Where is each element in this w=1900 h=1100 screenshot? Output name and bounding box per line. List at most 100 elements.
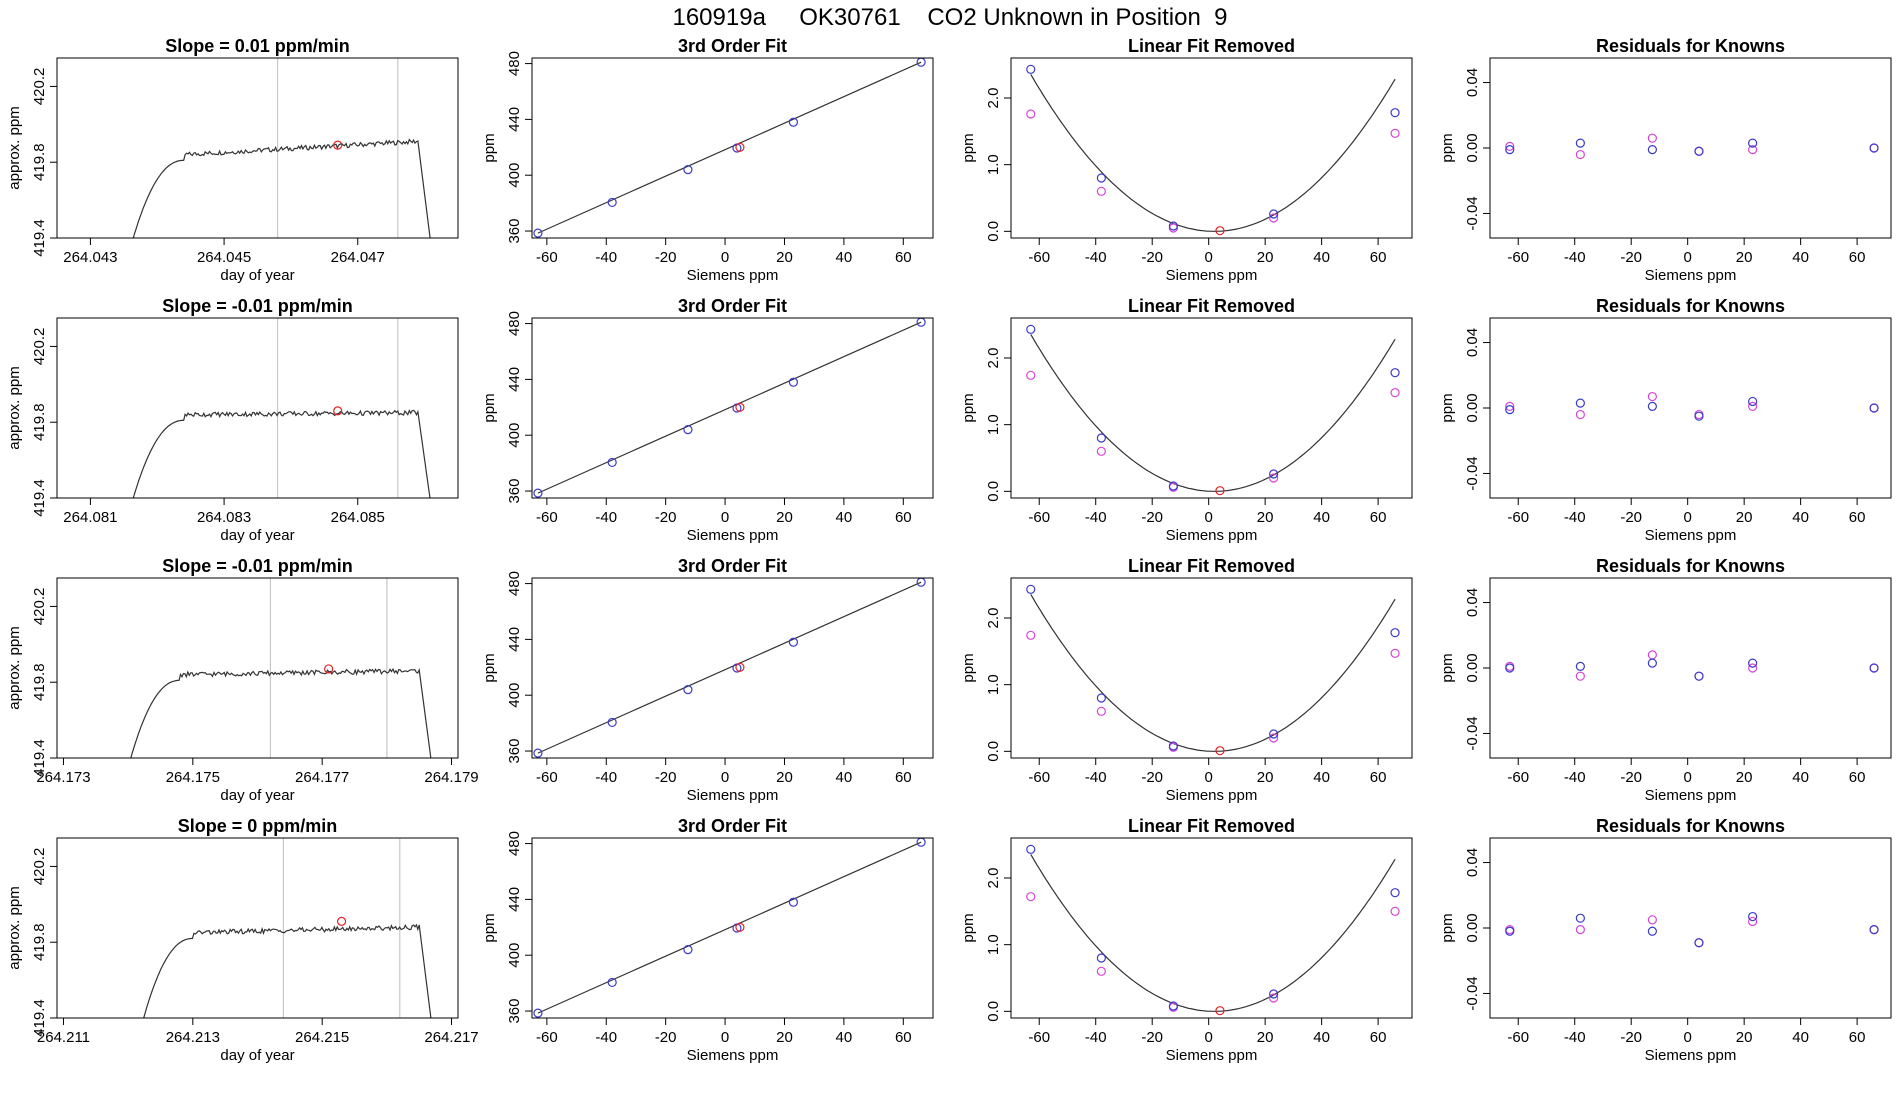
x-tick-label: -60 xyxy=(1507,769,1529,786)
y-tick-label: 400 xyxy=(506,943,523,968)
y-tick-label: -0.04 xyxy=(1464,976,1481,1010)
known-point-blue xyxy=(1026,844,1036,854)
plot-area xyxy=(533,578,926,758)
y-tick-label: 0.0 xyxy=(985,481,1002,502)
plot-area xyxy=(1026,64,1400,236)
x-axis-label: Siemens ppm xyxy=(1645,787,1737,804)
y-axis-label: ppm xyxy=(960,653,977,682)
x-tick-label: 40 xyxy=(836,509,853,526)
known-point-magenta xyxy=(1269,993,1279,1003)
y-axis-label: ppm xyxy=(960,913,977,942)
x-axis-label: Siemens ppm xyxy=(687,527,779,544)
fit-curve xyxy=(1030,74,1396,232)
ppm-trace xyxy=(130,667,432,758)
y-tick-label: 0.00 xyxy=(1464,653,1481,682)
x-tick-label: 264.179 xyxy=(424,769,478,786)
x-tick-label: -20 xyxy=(1620,769,1642,786)
known-point-magenta xyxy=(1505,401,1515,411)
x-tick-label: 264.043 xyxy=(63,249,117,266)
known-point-blue xyxy=(1748,911,1758,922)
y-tick-label: -0.04 xyxy=(1464,456,1481,490)
y-axis-label: approx. ppm xyxy=(6,106,23,189)
known-point-magenta xyxy=(1575,925,1585,935)
y-tick-label: 480 xyxy=(506,51,523,76)
known-point-blue xyxy=(1748,658,1758,668)
y-tick-label: 360 xyxy=(506,739,523,764)
known-point-blue xyxy=(1575,661,1585,671)
known-point-blue xyxy=(1694,146,1704,156)
x-tick-label: 40 xyxy=(836,1029,853,1046)
x-tick-label: -40 xyxy=(1564,1029,1586,1046)
figure-title: 160919a OK30761 CO2 Unknown in Position … xyxy=(672,4,1228,31)
known-point-blue xyxy=(1575,913,1585,923)
ppm-trace xyxy=(132,138,431,238)
average-point xyxy=(336,916,347,926)
x-tick-label: 20 xyxy=(1736,249,1753,266)
plot-area xyxy=(1505,391,1879,421)
x-tick-label: 40 xyxy=(1792,769,1809,786)
x-tick-label: 60 xyxy=(1370,509,1387,526)
unknown-point xyxy=(735,402,745,412)
x-tick-label: 264.211 xyxy=(37,1029,90,1046)
y-tick-label: 400 xyxy=(506,423,523,448)
known-point-blue xyxy=(1748,138,1758,148)
y-axis-label: ppm xyxy=(481,393,498,422)
known-point-magenta xyxy=(1748,663,1758,673)
known-point-blue xyxy=(788,897,798,907)
known-point-blue xyxy=(1096,173,1106,183)
panel-r1c3: Residuals for Knowns -60 -40 -20 0 20 40 60 -0.0… xyxy=(1439,296,1892,544)
known-point-blue xyxy=(1647,926,1657,936)
known-point-blue xyxy=(1168,221,1178,231)
plot-area xyxy=(533,58,926,238)
panel-title: 3rd Order Fit xyxy=(678,816,787,836)
y-axis-label: ppm xyxy=(481,913,498,942)
panel-r1c2: Linear Fit Removed -60 -40 -20 0 20 40 60 0.0 1.0… xyxy=(960,296,1413,544)
x-tick-label: 20 xyxy=(1257,509,1274,526)
x-tick-label: -60 xyxy=(1507,509,1529,526)
y-tick-label: 0.00 xyxy=(1464,393,1481,422)
x-tick-label: 60 xyxy=(1370,249,1387,266)
fit-line xyxy=(537,581,922,754)
known-point-blue xyxy=(1505,145,1515,155)
panel-title: Residuals for Knowns xyxy=(1596,296,1785,316)
y-tick-label: 400 xyxy=(506,683,523,708)
known-point-magenta xyxy=(1096,446,1106,456)
panel-title: Slope = -0.01 ppm/min xyxy=(162,296,353,316)
plot-frame xyxy=(531,837,934,1019)
y-tick-label: 2.0 xyxy=(985,868,1002,889)
x-axis-label: Siemens ppm xyxy=(1166,1047,1258,1064)
y-tick-label: 0.00 xyxy=(1464,133,1481,162)
x-tick-label: 60 xyxy=(1370,769,1387,786)
panel-r0c1: 3rd Order Fit -60 -40 -20 0 20 40 60 360 400 440 48… xyxy=(481,36,934,284)
x-axis-label: day of year xyxy=(220,527,294,544)
y-tick-label: 400 xyxy=(506,163,523,188)
known-point-blue xyxy=(1575,138,1585,148)
plot-frame xyxy=(531,317,934,499)
plot-frame xyxy=(56,57,459,239)
panel-r1c1: 3rd Order Fit -60 -40 -20 0 20 40 60 360 400 440 48… xyxy=(481,296,934,544)
panel-r3c3: Residuals for Knowns -60 -40 -20 0 20 40 60 -0.0… xyxy=(1439,816,1892,1064)
x-tick-label: -60 xyxy=(536,509,558,526)
known-point-magenta xyxy=(1748,401,1758,411)
x-tick-label: 40 xyxy=(836,769,853,786)
x-tick-label: 0 xyxy=(1684,769,1692,786)
known-point-blue xyxy=(1647,658,1657,668)
plot-area xyxy=(1026,324,1400,496)
y-tick-label: 419.4 xyxy=(31,739,48,777)
y-tick-label: 419.4 xyxy=(31,219,48,257)
fit-curve xyxy=(1030,334,1396,492)
x-tick-label: -40 xyxy=(595,509,617,526)
known-point-blue xyxy=(607,197,617,208)
known-point-blue xyxy=(1505,663,1515,673)
y-tick-label: 0.04 xyxy=(1464,328,1481,357)
x-axis-label: Siemens ppm xyxy=(1645,1047,1737,1064)
known-point-blue xyxy=(1269,989,1279,999)
average-point xyxy=(324,664,334,674)
known-point-blue xyxy=(1168,481,1178,491)
known-point-blue xyxy=(683,425,693,435)
x-tick-label: 0 xyxy=(1205,509,1213,526)
panel-r3c2: Linear Fit Removed -60 -40 -20 0 20 40 60 0.0 1.0… xyxy=(960,816,1413,1064)
y-tick-label: 360 xyxy=(506,479,523,504)
plot-frame xyxy=(1489,57,1892,239)
